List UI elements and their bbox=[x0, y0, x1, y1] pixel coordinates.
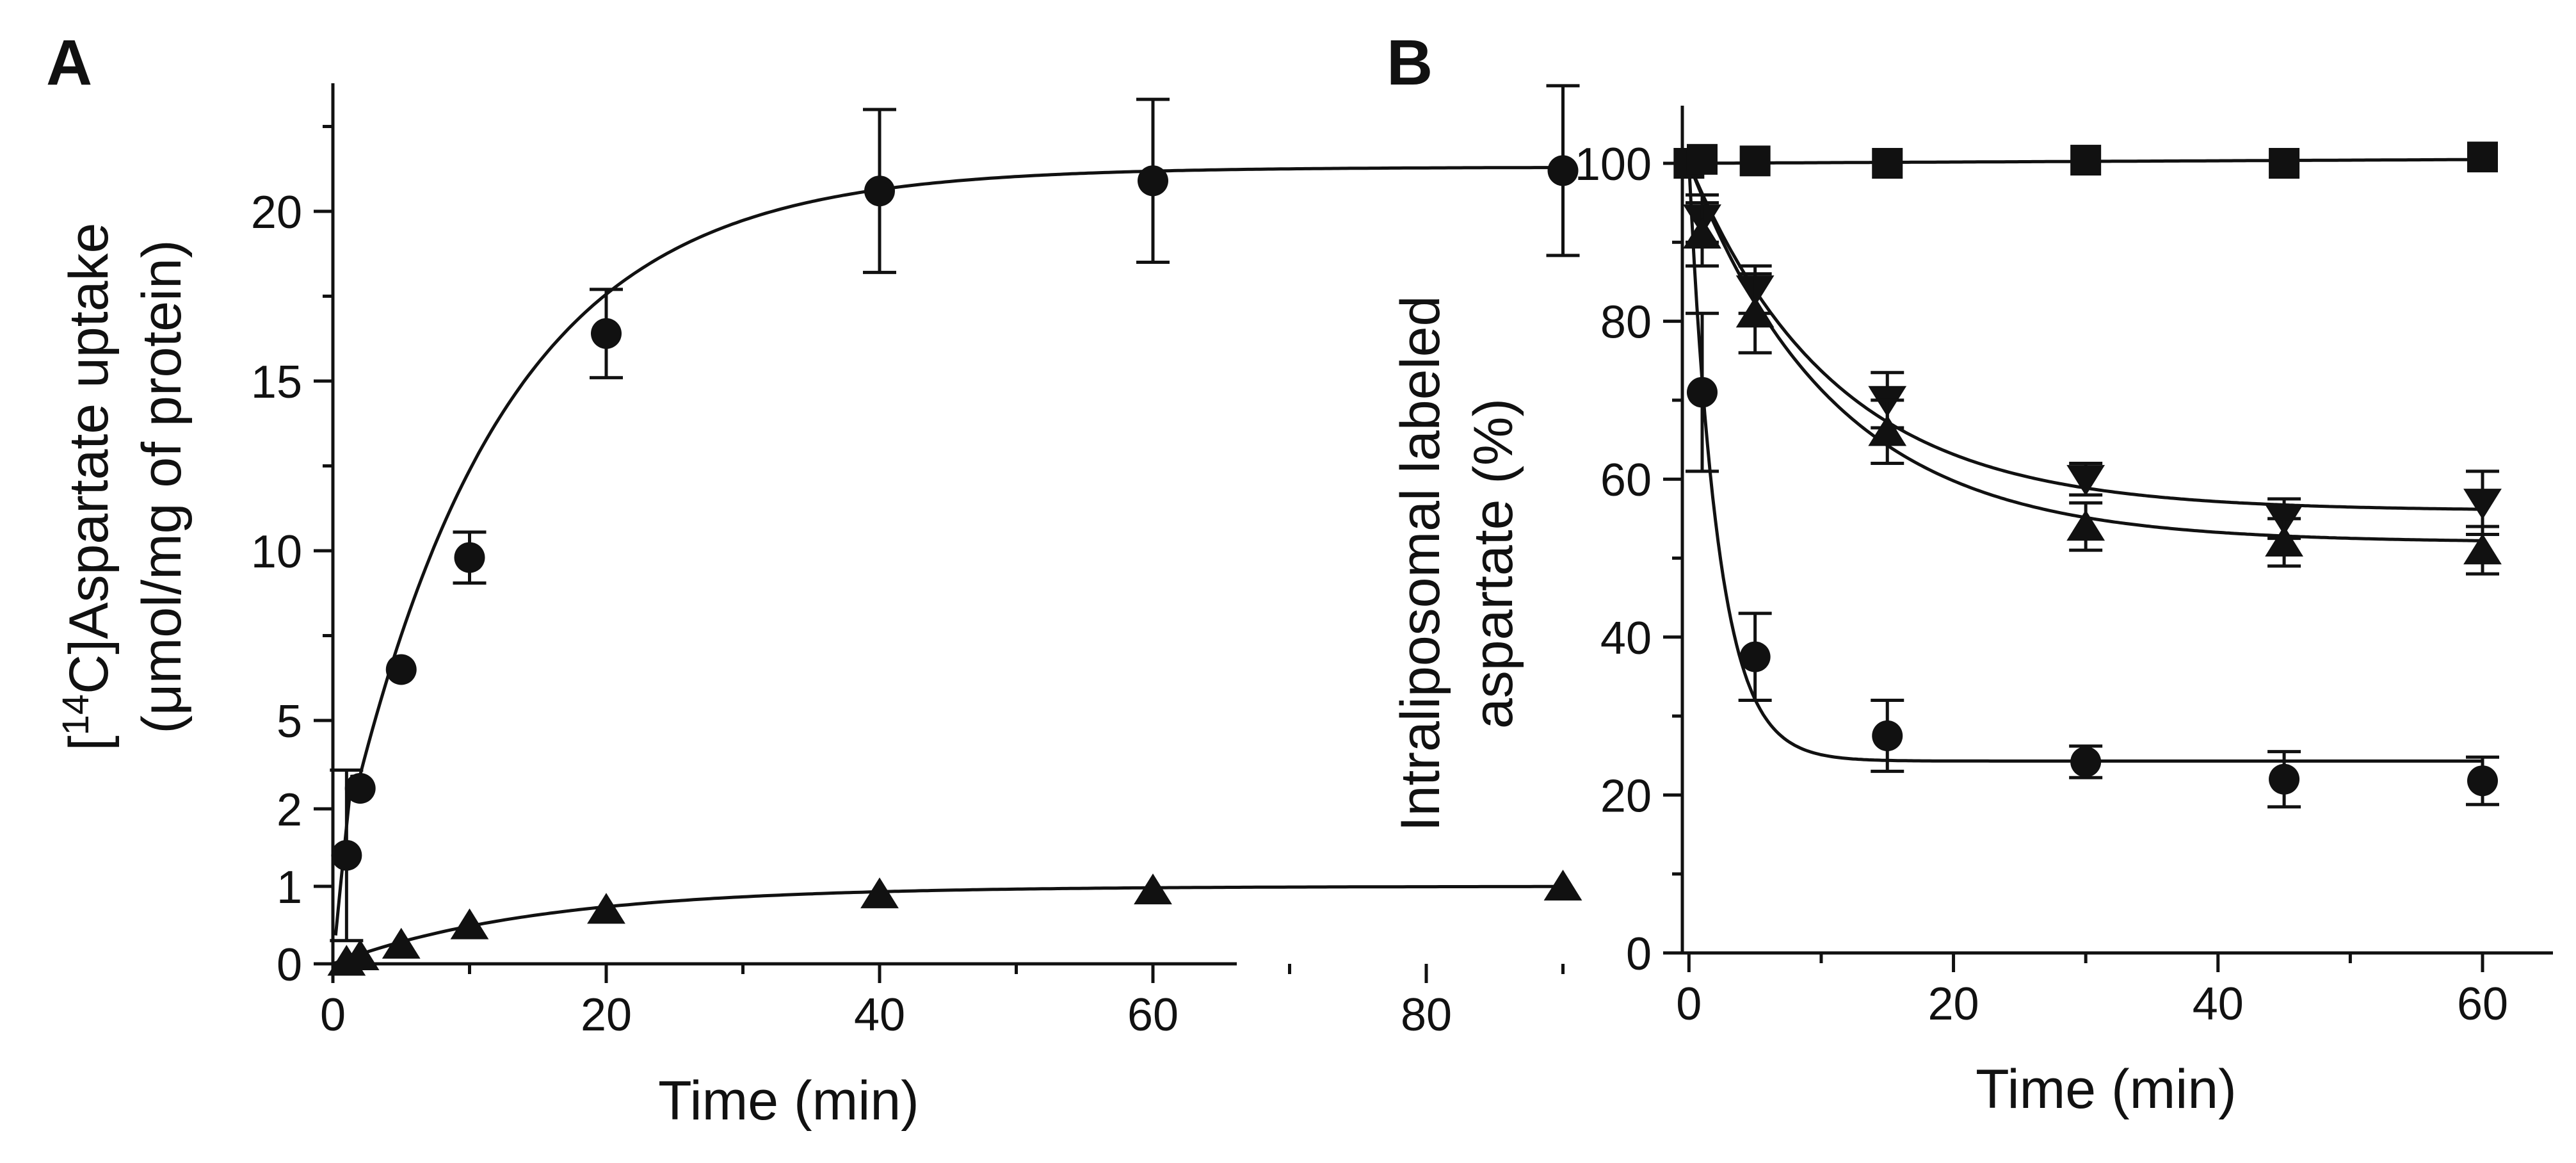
panel-a-y-tick-label: 1 bbox=[277, 862, 302, 913]
panel-b-point-circle bbox=[2269, 763, 2300, 795]
panel-b-data-marks bbox=[1673, 142, 2502, 809]
panel-b-point-triangle-down bbox=[2463, 489, 2502, 520]
panel-a-y-title-superscript: 14 bbox=[55, 694, 97, 736]
panel-b-y-tick-label: 0 bbox=[1626, 929, 1652, 980]
panel-a-y-tick-label: 5 bbox=[277, 696, 302, 747]
panel-b-y-tick-label: 20 bbox=[1600, 770, 1652, 822]
panel-b-y-tick-label: 60 bbox=[1600, 455, 1652, 506]
panel-b-point-circle bbox=[1686, 377, 1718, 408]
panel-a-x-axis-title: Time (min) bbox=[658, 1070, 919, 1132]
panel-a-y-tick-label: 10 bbox=[251, 526, 302, 578]
panel-b-point-square bbox=[2070, 145, 2102, 176]
panel-a-point-triangle bbox=[450, 908, 489, 939]
panel-a-point-circle bbox=[864, 175, 895, 207]
panel-a-point-triangle bbox=[860, 877, 899, 909]
panel-a-point-triangle bbox=[1543, 870, 1582, 901]
panel-b-y-tick-label: 80 bbox=[1600, 297, 1652, 348]
panel-b-x-tick-label: 60 bbox=[2457, 979, 2508, 1030]
panel-b-x-tick-label: 20 bbox=[1928, 979, 1979, 1030]
panel-b-axes: 0 20 40 60 0 20 40 60 80 100 bbox=[1575, 106, 2553, 1030]
panel-b-point-square bbox=[2467, 142, 2498, 173]
panel-a-x-tick-label: 80 bbox=[1401, 989, 1452, 1041]
panel-b-point-triangle-up bbox=[1735, 297, 1775, 328]
panel-a-y-title-part1: [ bbox=[58, 735, 120, 751]
panel-a-point-triangle bbox=[382, 927, 421, 959]
panel-b-x-axis-title: Time (min) bbox=[1976, 1059, 2237, 1120]
panel-a-axes: 0 20 40 60 80 0 1 2 5 10 15 20 bbox=[251, 83, 1565, 1041]
panel-a-y-axis-title-line1: [14C]Aspartate uptake bbox=[55, 223, 120, 751]
panel-b-y-tick-label: 100 bbox=[1575, 139, 1652, 190]
panel-a-point-circle bbox=[385, 654, 417, 685]
panel-a-x-tick-label: 40 bbox=[854, 989, 905, 1041]
panel-b-point-triangle-up bbox=[2463, 533, 2502, 565]
panel-a-y-axis-title-line2: (μmol/mg of protein) bbox=[131, 240, 193, 733]
panel-b-x-tick-label: 40 bbox=[2193, 979, 2244, 1030]
panel-a-y-tick-label: 15 bbox=[251, 357, 302, 408]
panel-b-point-triangle-up bbox=[2265, 525, 2303, 557]
panel-a-x-tick-label: 60 bbox=[1127, 989, 1179, 1041]
panel-letter-a: A bbox=[46, 27, 92, 99]
panel-a-point-circle bbox=[1547, 155, 1579, 186]
panel-b-point-square bbox=[1686, 143, 1718, 175]
panel-a-x-tick-label: 0 bbox=[320, 989, 346, 1041]
panel-a-fit-curves bbox=[332, 166, 1563, 966]
panel-b-point-circle bbox=[1872, 720, 1903, 751]
panel-a-y-title-part3: C]Aspartate uptake bbox=[58, 223, 120, 694]
panel-b-point-square bbox=[2269, 148, 2300, 179]
panel-a-point-circle bbox=[331, 840, 362, 871]
panel-b-point-triangle-up bbox=[2066, 510, 2105, 541]
panel-a-point-triangle bbox=[1134, 874, 1172, 905]
panel-b-point-square bbox=[1872, 148, 1903, 179]
panel-b-point-circle bbox=[1739, 641, 1771, 672]
panel-b-point-triangle-up bbox=[1868, 415, 1907, 446]
panel-a-y-tick-label: 0 bbox=[277, 939, 302, 991]
panel-letter-b: B bbox=[1387, 27, 1433, 99]
panel-b-point-circle bbox=[2070, 746, 2102, 777]
panel-a-point-triangle bbox=[341, 939, 380, 970]
panel-b-point-circle bbox=[2467, 765, 2498, 797]
panel-a-triangle-fit-curve bbox=[332, 884, 1563, 966]
panel-a-y-tick-label: 20 bbox=[251, 187, 302, 238]
panel-a-data-marks bbox=[327, 84, 1582, 976]
panel-b-y-axis-title-line2: aspartate (%) bbox=[1463, 398, 1524, 729]
panel-b-point-triangle-up bbox=[1683, 217, 1721, 249]
panel-b-fit-curves bbox=[1687, 158, 2483, 763]
panel-a-circle-fit-curve bbox=[334, 166, 1563, 936]
panel-a-y-tick-label: 2 bbox=[277, 785, 302, 836]
panel-a-point-circle bbox=[591, 318, 622, 349]
panel-a-point-triangle bbox=[587, 893, 625, 924]
panel-b-point-square bbox=[1739, 145, 1771, 177]
panel-a-point-circle bbox=[344, 773, 376, 804]
panel-b-y-tick-label: 40 bbox=[1600, 613, 1652, 664]
panel-a-point-circle bbox=[454, 542, 485, 573]
panel-a-x-tick-label: 20 bbox=[581, 989, 632, 1041]
panel-b-x-tick-label: 0 bbox=[1676, 979, 1702, 1030]
panel-b-point-triangle-down bbox=[2066, 465, 2105, 496]
panel-a-point-circle bbox=[1138, 165, 1168, 197]
panel-a-chart: 0 20 40 60 80 0 1 2 5 10 15 20 Time (min) [14C]Aspa… bbox=[55, 83, 1582, 1132]
panel-b-y-axis-title-line1: Intraliposomal labeled bbox=[1390, 296, 1451, 832]
panel-b-chart: 0 20 40 60 0 20 40 60 80 100 Time (min) Intralipo… bbox=[1390, 106, 2553, 1120]
panel-b-triangle-down-fit-curve bbox=[1687, 163, 2483, 511]
